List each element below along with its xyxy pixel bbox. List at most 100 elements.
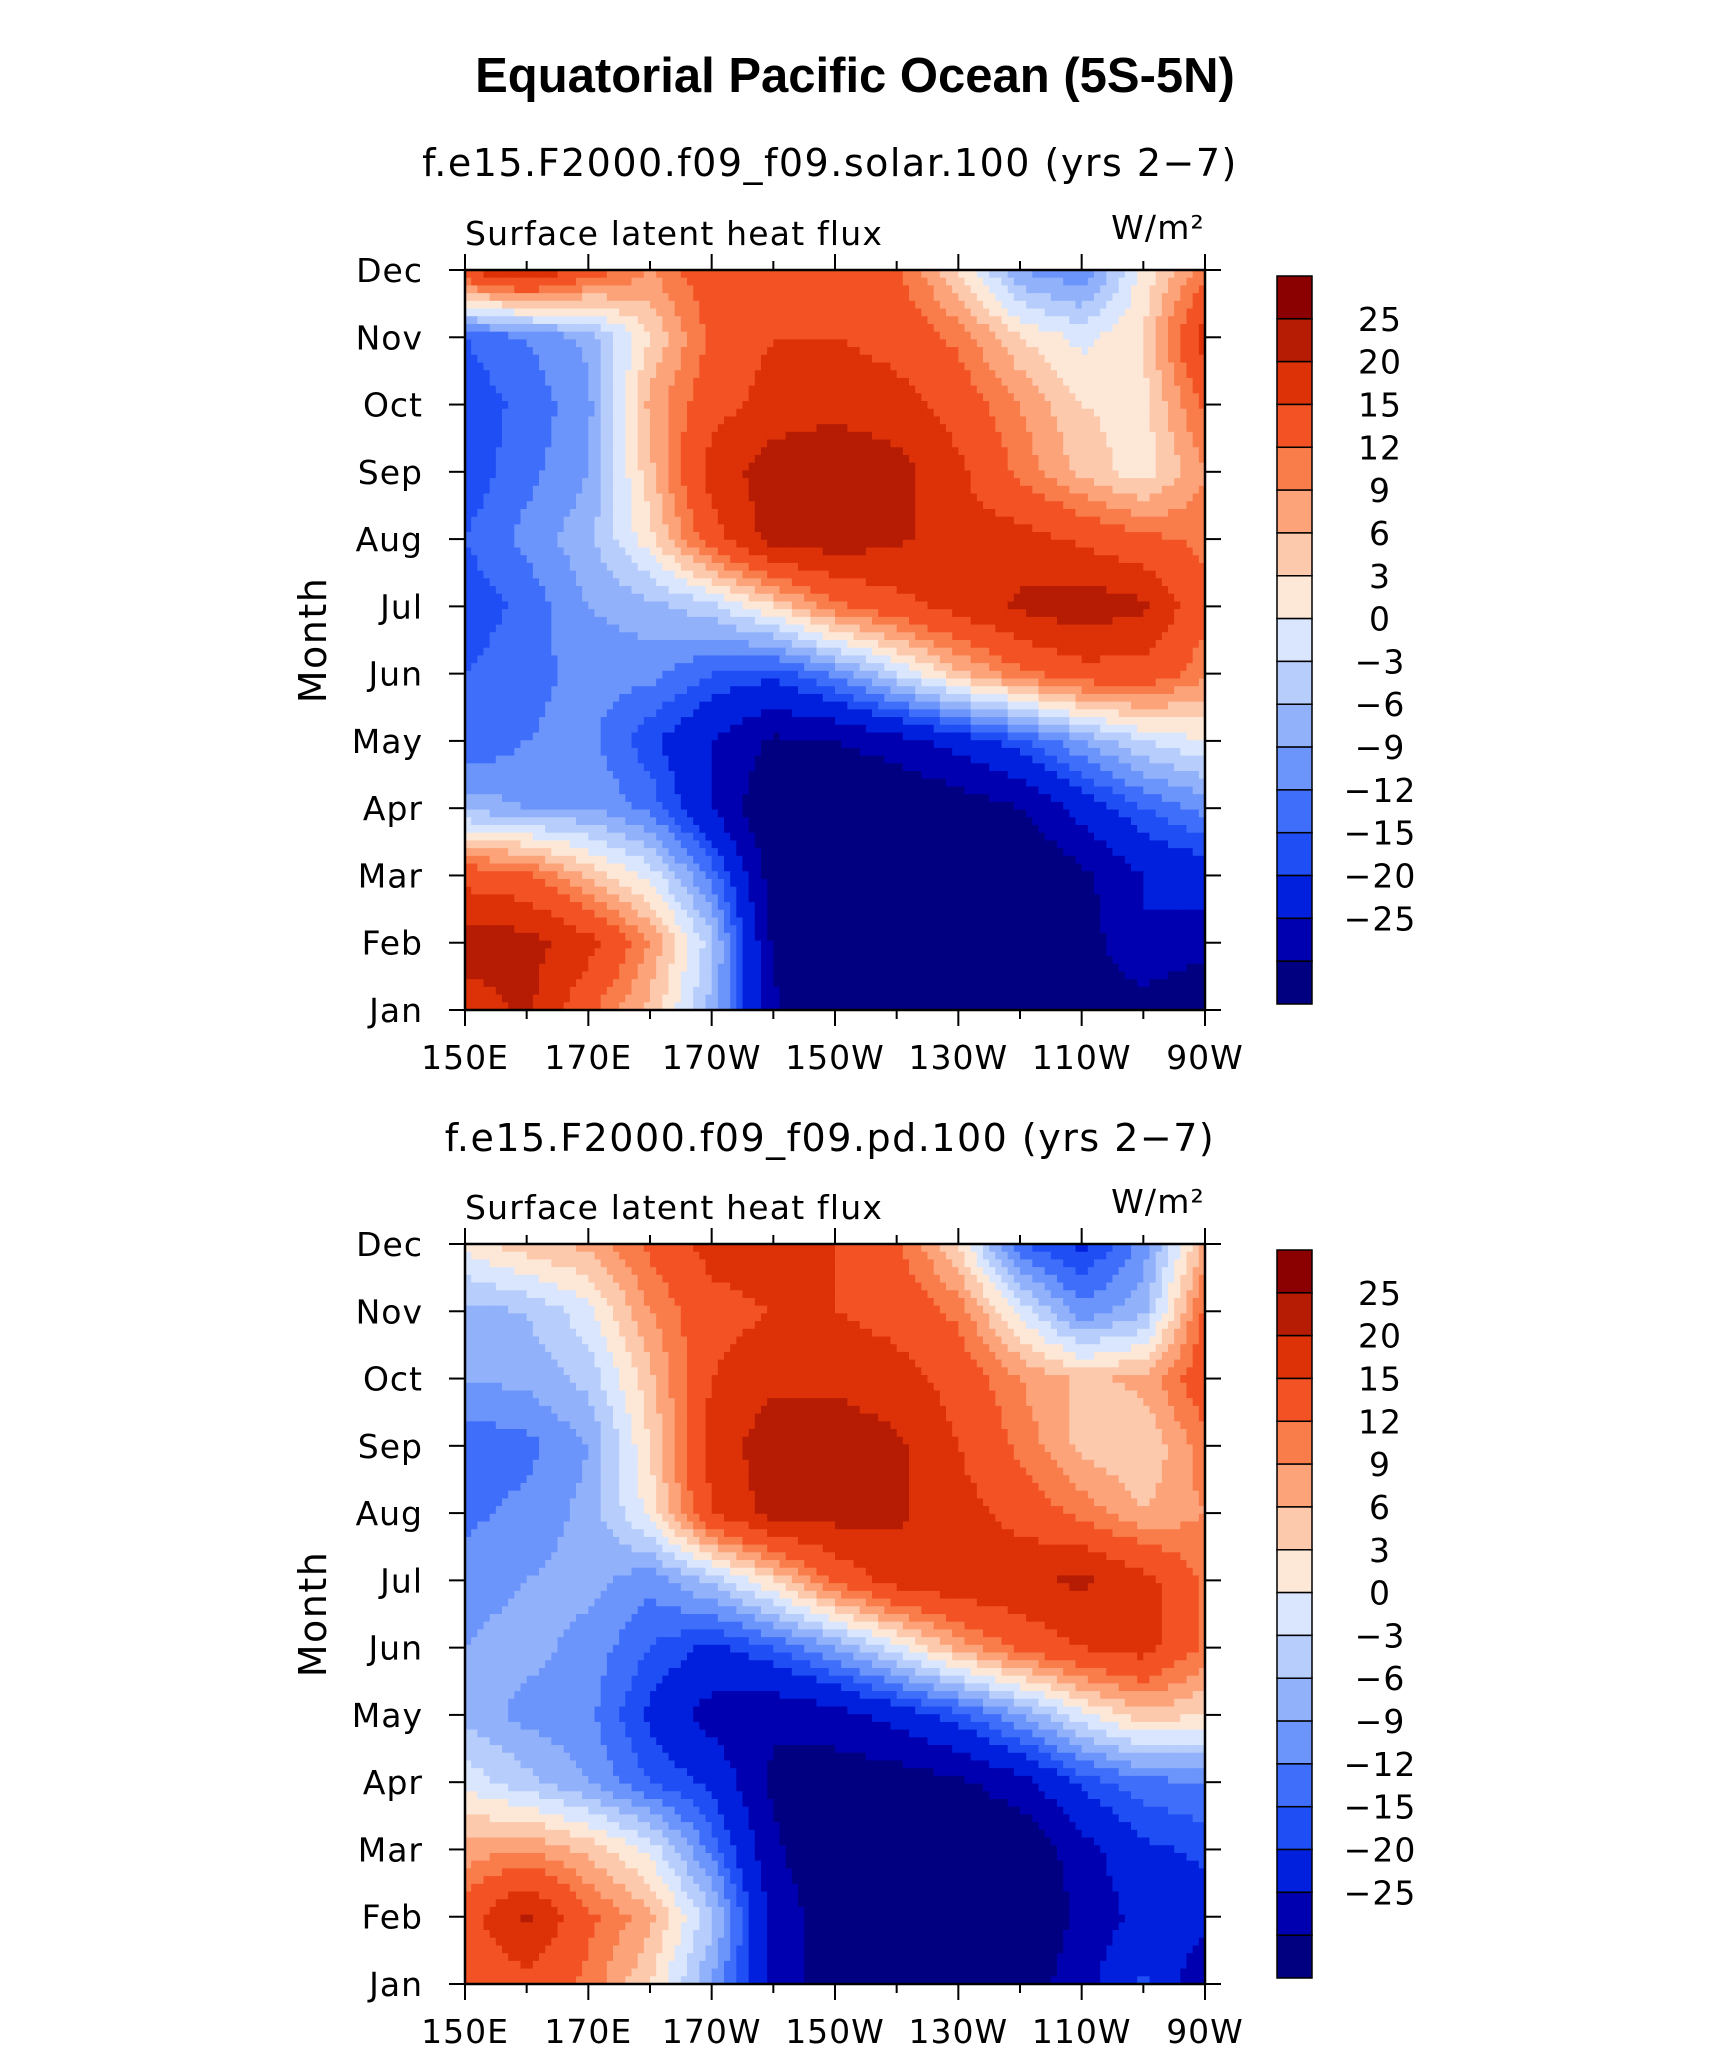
heatmap-cell [989, 478, 996, 486]
heatmap-cell [823, 416, 830, 424]
heatmap-cell [1057, 463, 1064, 471]
heatmap-cell [786, 432, 793, 440]
heatmap-cell [724, 540, 731, 548]
heatmap-cell [798, 486, 805, 494]
heatmap-cell [897, 324, 904, 332]
heatmap-cell [1131, 470, 1138, 478]
heatmap-cell [841, 370, 848, 378]
heatmap-cell [1008, 393, 1015, 401]
heatmap-cell [539, 463, 546, 471]
heatmap-cell [699, 324, 706, 332]
heatmap-cell [1131, 424, 1138, 432]
heatmap-cell [693, 494, 700, 502]
heatmap-cell [564, 532, 571, 540]
heatmap-cell [632, 409, 639, 417]
heatmap-cell [860, 409, 867, 417]
heatmap-cell [545, 463, 552, 471]
heatmap-cell [903, 432, 910, 440]
heatmap-cell [1020, 370, 1027, 378]
heatmap-cell [1014, 447, 1021, 455]
heatmap-cell [564, 571, 571, 579]
heatmap-cell [780, 386, 787, 394]
heatmap-cell [1008, 409, 1015, 417]
heatmap-cell [810, 463, 817, 471]
heatmap-cell [1045, 285, 1052, 293]
heatmap-cell [1026, 355, 1033, 363]
heatmap-cell [817, 470, 824, 478]
heatmap-cell [1002, 316, 1009, 324]
heatmap-cell [817, 355, 824, 363]
heatmap-cell [545, 301, 552, 309]
heatmap-cell [533, 478, 540, 486]
heatmap-cell [928, 347, 935, 355]
heatmap-cell [601, 324, 608, 332]
heatmap-cell [638, 347, 645, 355]
heatmap-cell [502, 424, 509, 432]
heatmap-cell [1193, 470, 1200, 478]
heatmap-cell [965, 416, 972, 424]
heatmap-cell [644, 355, 651, 363]
heatmap-cell [1143, 309, 1150, 317]
heatmap-cell [878, 309, 885, 317]
heatmap-cell [675, 409, 682, 417]
heatmap-cell [958, 378, 965, 386]
heatmap-cell [934, 532, 941, 540]
heatmap-cell [533, 447, 540, 455]
heatmap-cell [669, 540, 676, 548]
heatmap-cell [829, 440, 836, 448]
heatmap-cell [669, 370, 676, 378]
heatmap-cell [1069, 548, 1076, 556]
heatmap-cell [884, 309, 891, 317]
heatmap-cell [891, 478, 898, 486]
heatmap-cell [484, 455, 491, 463]
heatmap-cell [477, 517, 484, 525]
heatmap-cell [810, 447, 817, 455]
heatmap-cell [484, 440, 491, 448]
heatmap-cell [1106, 278, 1113, 286]
heatmap-cell [928, 339, 935, 347]
heatmap-cell [810, 301, 817, 309]
heatmap-cell [995, 278, 1002, 286]
heatmap-cell [773, 347, 780, 355]
heatmap-cell [570, 486, 577, 494]
heatmap-cell [1180, 532, 1187, 540]
heatmap-cell [903, 424, 910, 432]
heatmap-cell [743, 332, 750, 340]
heatmap-cell [619, 416, 626, 424]
heatmap-cell [699, 578, 706, 586]
heatmap-cell [527, 424, 534, 432]
heatmap-cell [1032, 501, 1039, 509]
heatmap-cell [558, 355, 565, 363]
heatmap-cell [798, 301, 805, 309]
heatmap-cell [1100, 563, 1107, 571]
heatmap-cell [1051, 363, 1058, 371]
heatmap-cell [928, 324, 935, 332]
heatmap-cell [897, 370, 904, 378]
heatmap-cell [891, 524, 898, 532]
heatmap-cell [632, 401, 639, 409]
heatmap-cell [1014, 524, 1021, 532]
heatmap-cell [533, 316, 540, 324]
heatmap-cell [539, 455, 546, 463]
heatmap-cell [1094, 555, 1101, 563]
heatmap-cell [928, 524, 935, 532]
heatmap-cell [1063, 386, 1070, 394]
heatmap-cell [1088, 517, 1095, 525]
heatmap-cell [810, 501, 817, 509]
heatmap-cell [884, 278, 891, 286]
heatmap-cell [891, 339, 898, 347]
heatmap-cell [878, 409, 885, 417]
heatmap-cell [582, 355, 589, 363]
heatmap-cell [786, 370, 793, 378]
heatmap-cell [533, 463, 540, 471]
heatmap-cell [755, 355, 762, 363]
heatmap-cell [496, 447, 503, 455]
heatmap-cell [508, 532, 515, 540]
heatmap-cell [1076, 416, 1083, 424]
heatmap-cell [730, 363, 737, 371]
heatmap-cell [570, 370, 577, 378]
heatmap-cell [915, 386, 922, 394]
heatmap-cell [613, 517, 620, 525]
heatmap-cell [681, 401, 688, 409]
heatmap-cell [767, 378, 774, 386]
